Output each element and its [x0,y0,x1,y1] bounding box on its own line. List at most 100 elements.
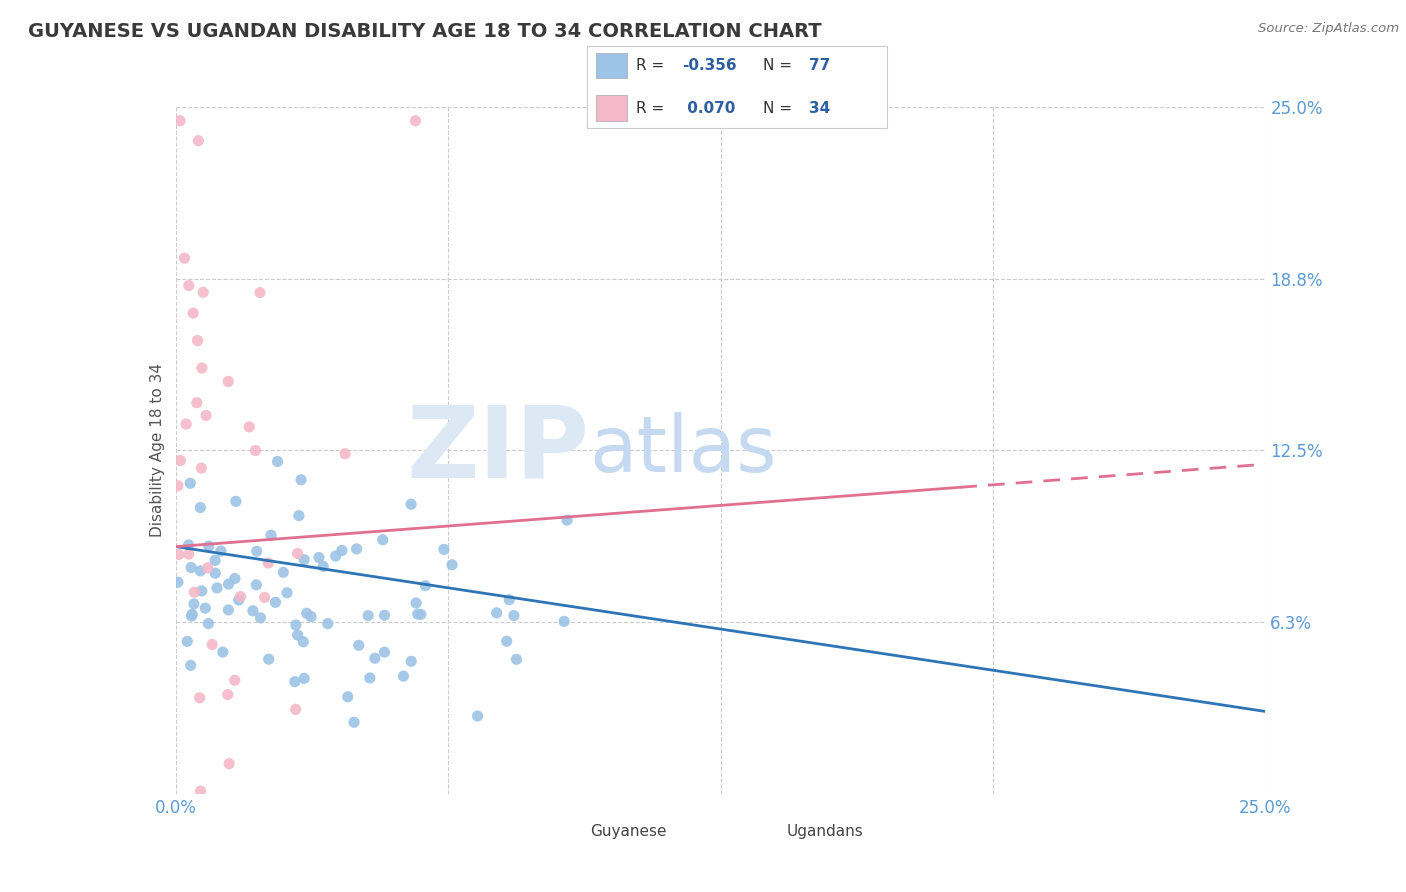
Point [218,756,240,771]
Point [406,607,429,621]
FancyBboxPatch shape [596,54,627,78]
Point [399,654,422,668]
Point [287,547,309,561]
Point [194,601,217,615]
Point [197,616,219,631]
Point [217,603,239,617]
Text: -0.356: -0.356 [682,58,737,73]
Point [176,634,198,648]
Point [467,709,489,723]
Point [180,658,202,673]
Y-axis label: Disability Age 18 to 34: Disability Age 18 to 34 [149,363,165,538]
Point [284,702,307,716]
Point [292,552,315,566]
Point [191,361,214,376]
Point [299,609,322,624]
Point [440,558,463,572]
Point [495,634,517,648]
Point [371,533,394,547]
Point [336,690,359,704]
Point [292,634,315,648]
Point [253,591,276,605]
Point [238,420,260,434]
Point [242,604,264,618]
Point [183,597,205,611]
Point [209,544,232,558]
Point [405,113,427,128]
Point [190,784,212,798]
Point [186,395,208,409]
Point [288,508,311,523]
Point [399,497,422,511]
Point [228,593,250,607]
Point [191,583,214,598]
Point [183,585,205,599]
Point [433,542,456,557]
Point [553,615,575,629]
Point [347,638,370,652]
Point [485,606,508,620]
Point [409,607,432,622]
Point [167,548,190,562]
Point [290,473,312,487]
Point [373,645,395,659]
Point [188,500,211,515]
Point [167,479,190,493]
Point [204,566,226,581]
Point [224,673,246,688]
Point [174,417,197,431]
Point [217,375,239,389]
Point [364,651,387,665]
Point [186,334,209,348]
Point [197,539,219,553]
Text: atlas: atlas [591,412,778,489]
Point [346,541,368,556]
Point [177,538,200,552]
Point [218,577,240,591]
Point [195,409,218,423]
Point [503,608,526,623]
Text: 0.070: 0.070 [682,101,735,116]
Point [177,547,200,561]
Text: 77: 77 [810,58,831,73]
Text: 34: 34 [810,101,831,116]
Point [266,454,288,468]
Text: Source: ZipAtlas.com: Source: ZipAtlas.com [1258,22,1399,36]
Text: R =: R = [636,101,664,116]
Point [177,278,200,293]
Point [249,611,271,625]
Point [308,550,330,565]
Point [229,590,252,604]
Point [188,564,211,578]
FancyBboxPatch shape [596,95,627,120]
Point [224,572,246,586]
Point [181,607,204,622]
Text: Ugandans: Ugandans [787,824,863,838]
Point [197,561,219,575]
Point [357,608,380,623]
Point [193,285,215,300]
Point [169,453,191,467]
Point [245,578,267,592]
Point [180,560,202,574]
Text: Guyanese: Guyanese [591,824,666,838]
Point [257,652,280,666]
Point [330,543,353,558]
Point [246,544,269,558]
Point [292,672,315,686]
Point [284,674,307,689]
Point [333,447,356,461]
Point [225,494,247,508]
Point [245,443,267,458]
Point [359,671,381,685]
Point [180,609,202,624]
Point [325,549,347,563]
Text: N =: N = [763,58,792,73]
Point [204,553,226,567]
Point [287,628,309,642]
Point [260,528,283,542]
Text: N =: N = [763,101,792,116]
Point [181,306,204,320]
Point [343,715,366,730]
Point [257,556,280,570]
